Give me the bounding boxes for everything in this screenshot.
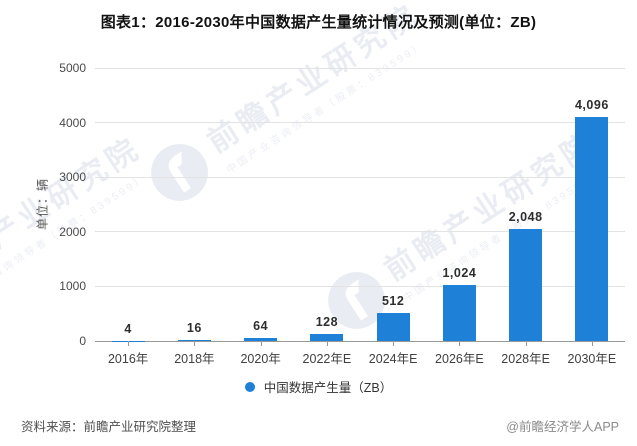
y-tick-label: 4000: [59, 115, 86, 130]
gridline: [95, 122, 625, 124]
bar-2020年: [244, 337, 278, 341]
x-tick-label: 2022年E: [302, 352, 352, 366]
bar-2026年E: [442, 285, 476, 341]
legend-marker-dot: [244, 381, 255, 392]
x-axis-tick: [128, 341, 130, 346]
bar-2028年E: [509, 229, 543, 341]
bar-value-label: 128: [315, 315, 339, 330]
chart-title: 图表1：2016-2030年中国数据产生量统计情况及预测(单位：ZB): [100, 14, 537, 31]
x-tick-label: 2016年: [107, 352, 149, 366]
gridline: [95, 231, 625, 233]
bar-2024年E: [376, 313, 410, 341]
bar-2018年: [177, 340, 211, 341]
x-tick-label: 2020年: [240, 352, 281, 366]
y-axis-unit-label: 单位：辆: [35, 177, 50, 231]
legend: 中国数据产生量（ZB）: [0, 377, 637, 396]
source-note: 资料来源：前瞻产业研究院整理: [21, 420, 197, 434]
bar-value-label: 4: [124, 321, 132, 336]
credit-note: @前瞻经济学人APP: [506, 420, 619, 434]
footer: 资料来源：前瞻产业研究院整理 @前瞻经济学人APP: [21, 416, 619, 435]
gridline: [95, 176, 625, 178]
y-tick-label: 0: [79, 334, 86, 348]
gridline: [95, 67, 625, 69]
x-tick-label: 2024年E: [368, 352, 418, 366]
bar-value-label: 512: [381, 294, 405, 309]
bar-value-label: 1,024: [442, 266, 477, 281]
x-axis-tick: [591, 341, 593, 346]
y-tick-label: 2000: [59, 224, 86, 239]
bar-value-label: 2,048: [508, 210, 543, 225]
bar-value-label: 16: [186, 321, 202, 336]
y-tick-label: 1000: [59, 279, 86, 294]
bar-value-label: 64: [253, 318, 269, 333]
x-axis-tick: [194, 341, 196, 346]
x-tick-label: 2028年E: [501, 352, 550, 366]
bar-value-label: 4,096: [574, 98, 609, 113]
x-axis-tick: [525, 341, 527, 346]
legend-label: 中国数据产生量（ZB）: [263, 381, 393, 395]
x-axis-tick: [260, 341, 262, 346]
gridline: [95, 285, 625, 287]
y-tick-label: 3000: [59, 170, 86, 185]
x-axis-tick: [393, 341, 395, 346]
plot-area: 4 2016年 16 2018年 64 2020年 128 2022年E 512 2024年E 1,…: [95, 67, 625, 366]
bar-2030年E: [575, 117, 609, 341]
x-tick-label: 2018年: [174, 352, 215, 366]
bar-2022年E: [310, 334, 344, 341]
x-tick-label: 2030年E: [567, 352, 617, 366]
x-axis-tick: [459, 341, 461, 346]
x-tick-label: 2026年E: [435, 352, 484, 366]
y-tick-label: 5000: [59, 61, 86, 75]
x-axis-tick: [326, 341, 328, 346]
